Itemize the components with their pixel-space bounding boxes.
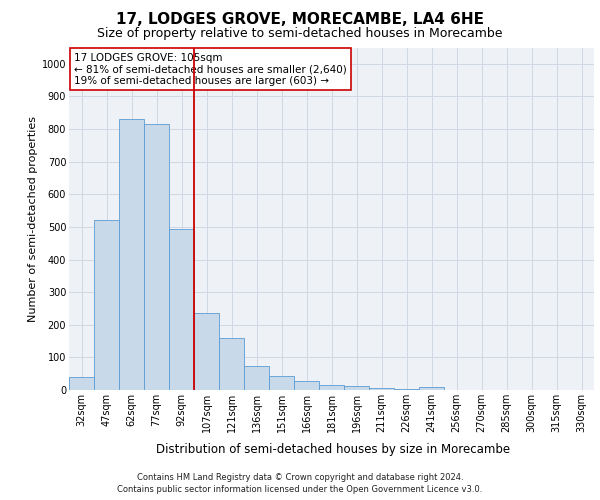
Bar [344, 386, 369, 390]
Bar [94, 220, 119, 390]
Text: Contains public sector information licensed under the Open Government Licence v3: Contains public sector information licen… [118, 485, 482, 494]
Text: Contains HM Land Registry data © Crown copyright and database right 2024.: Contains HM Land Registry data © Crown c… [137, 472, 463, 482]
Text: Distribution of semi-detached houses by size in Morecambe: Distribution of semi-detached houses by … [156, 442, 510, 456]
Text: 17 LODGES GROVE: 105sqm
← 81% of semi-detached houses are smaller (2,640)
19% of: 17 LODGES GROVE: 105sqm ← 81% of semi-de… [74, 52, 347, 86]
Bar [394, 389, 419, 390]
Bar [244, 366, 269, 390]
Text: 17, LODGES GROVE, MORECAMBE, LA4 6HE: 17, LODGES GROVE, MORECAMBE, LA4 6HE [116, 12, 484, 28]
Bar [69, 377, 94, 390]
Bar [194, 314, 219, 390]
Bar [294, 381, 319, 390]
Bar [144, 124, 169, 390]
Text: Size of property relative to semi-detached houses in Morecambe: Size of property relative to semi-detach… [97, 28, 503, 40]
Bar [319, 385, 344, 390]
Bar [419, 386, 444, 390]
Y-axis label: Number of semi-detached properties: Number of semi-detached properties [28, 116, 38, 322]
Bar [119, 120, 144, 390]
Bar [369, 388, 394, 390]
Bar [219, 338, 244, 390]
Bar [269, 376, 294, 390]
Bar [169, 228, 194, 390]
